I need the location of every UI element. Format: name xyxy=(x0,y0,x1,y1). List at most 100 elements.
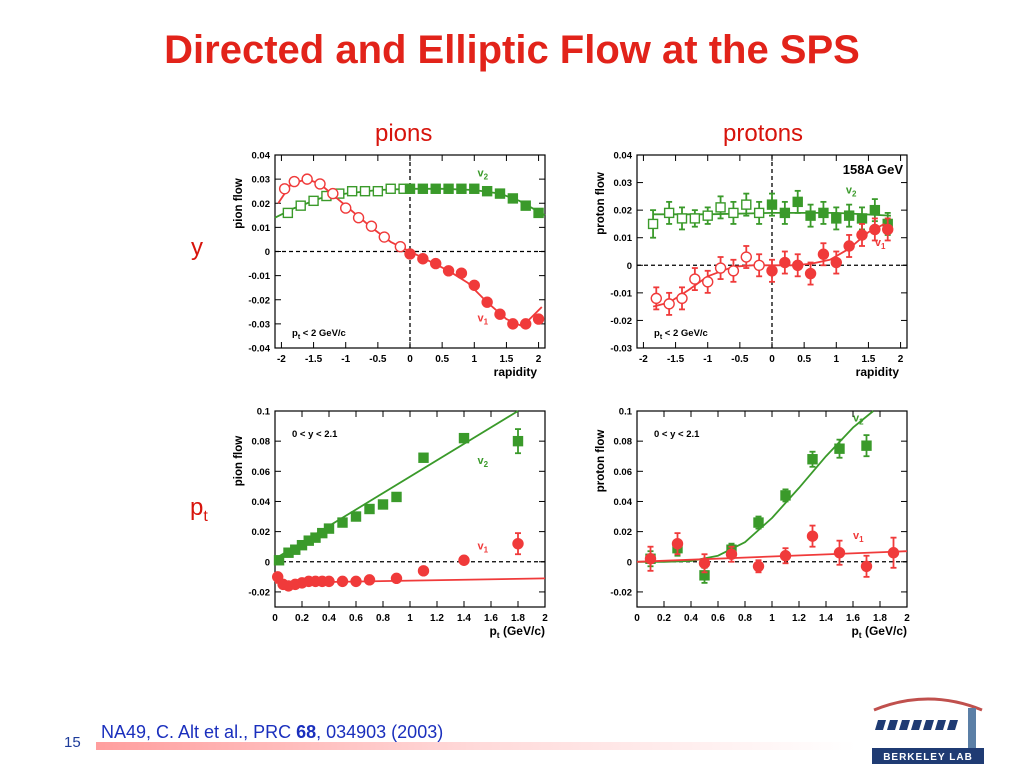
data-point-v1 xyxy=(323,575,335,588)
data-point-v2 xyxy=(843,210,855,221)
data-point-v1 xyxy=(766,265,778,277)
x-tick-label: 0.6 xyxy=(711,613,725,624)
x-tick-label: -2 xyxy=(277,354,286,365)
data-point-v1 xyxy=(390,572,403,585)
panel-pion-pt: 0 0.2 0.4 0.6 0.8 1 1.2 1.4 1.6 1.8 2 -0.02 0 0.02 0.0… xyxy=(233,407,548,641)
x-tick-label: 0 xyxy=(634,613,640,624)
annotation-main: p xyxy=(654,328,660,339)
data-point-v2 xyxy=(404,183,416,194)
x-tick-label: -1.5 xyxy=(667,354,685,365)
x-tick-label: 1.6 xyxy=(846,613,860,624)
y-tick-label: -0.03 xyxy=(248,319,270,330)
series-label-main: v xyxy=(853,413,860,425)
series-v1: v1 xyxy=(272,532,546,592)
x-tick-label: 0.6 xyxy=(349,613,363,624)
data-point-v2 xyxy=(377,499,389,510)
x-tick-label: 1.4 xyxy=(819,613,833,624)
data-point-v1 xyxy=(336,575,349,588)
data-point-v2 xyxy=(792,196,803,208)
x-tick-label: 0.8 xyxy=(376,613,390,624)
data-point-v1 xyxy=(830,256,842,269)
annotation-rest: < 2 GeV/c xyxy=(662,328,708,339)
x-tick-label: 0.5 xyxy=(797,354,811,365)
data-point-v1 xyxy=(727,265,740,277)
x-axis-label-rest: (GeV/c) xyxy=(862,624,907,638)
data-point-v1 xyxy=(843,240,855,252)
x-tick-label: 1.5 xyxy=(861,354,875,365)
series-label-v2: v2 xyxy=(853,413,864,427)
row-label-pt-main: p xyxy=(190,494,204,521)
data-point-v2 xyxy=(753,207,765,219)
series-label-sub: 2 xyxy=(484,460,489,469)
data-point-v1 xyxy=(869,223,881,236)
x-tick-label: 1 xyxy=(769,613,775,624)
y-tick-label: 0.02 xyxy=(614,206,633,217)
data-point-v1 xyxy=(327,187,339,200)
data-point-v2 xyxy=(715,202,726,213)
data-point-v1 xyxy=(817,248,830,260)
data-point-v2 xyxy=(359,185,371,197)
berkeley-lab-logo: BERKELEY LAB xyxy=(872,697,984,764)
data-point-v1 xyxy=(882,223,894,236)
logo-text: BERKELEY LAB xyxy=(883,752,973,763)
footer-rule xyxy=(96,742,856,750)
x-axis-label: pt (GeV/c) xyxy=(489,624,545,640)
series-v1: v1 xyxy=(277,173,545,330)
x-tick-label: 0 xyxy=(407,354,413,365)
citation: NA49, C. Alt et al., PRC 68, 034903 (200… xyxy=(101,722,443,743)
data-point-v2 xyxy=(780,490,791,501)
data-point-v1 xyxy=(507,318,519,330)
data-point-v1 xyxy=(378,231,390,243)
data-point-v1 xyxy=(404,248,416,260)
y-tick-label: 0.01 xyxy=(252,223,271,234)
y-tick-label: 0.02 xyxy=(252,199,271,210)
panel-annotation: 0 < y < 2.1 xyxy=(292,429,338,440)
y-tick-label: 0.04 xyxy=(614,151,633,162)
data-point-v2 xyxy=(337,517,348,528)
series-v1: v1 xyxy=(650,217,894,316)
y-tick-label: 0.04 xyxy=(252,497,271,508)
y-tick-label: 0 xyxy=(265,247,270,258)
data-point-v2 xyxy=(295,200,306,211)
data-point-v2 xyxy=(856,213,868,224)
row-label-pt-subscript: t xyxy=(203,507,208,525)
data-point-v2 xyxy=(456,183,467,194)
data-point-v1 xyxy=(753,259,765,271)
annotation-main: p xyxy=(292,328,298,339)
data-point-v1 xyxy=(468,279,480,291)
data-point-v2 xyxy=(779,207,791,219)
data-point-v1 xyxy=(689,273,701,285)
energy-label: 158A GeV xyxy=(843,162,904,177)
data-point-v2 xyxy=(308,195,319,207)
data-point-v1 xyxy=(365,220,378,232)
data-point-v1 xyxy=(702,276,714,288)
data-point-v1 xyxy=(442,265,455,277)
data-point-v1 xyxy=(779,550,792,562)
series-label-v2: v2 xyxy=(478,455,489,469)
x-tick-label: 0 xyxy=(272,613,278,624)
data-point-v1 xyxy=(887,547,900,559)
x-tick-label: 1.2 xyxy=(792,613,806,624)
citation-rest: , 034903 (2003) xyxy=(316,722,444,742)
data-point-v1 xyxy=(417,253,429,265)
y-tick-label: 0 xyxy=(265,557,270,568)
data-point-v2 xyxy=(494,188,506,199)
x-tick-label: 1.8 xyxy=(873,613,887,624)
data-point-v2 xyxy=(753,517,764,528)
data-point-v1 xyxy=(779,256,791,269)
y-axis-label: proton flow xyxy=(595,172,607,235)
series-label-v2: v2 xyxy=(478,168,489,182)
y-tick-label: 0.02 xyxy=(614,527,633,538)
x-axis-label: pt (GeV/c) xyxy=(851,624,907,640)
data-point-v1 xyxy=(714,262,727,274)
data-point-v1 xyxy=(532,313,545,325)
series-label-main: v xyxy=(478,168,485,180)
data-point-v2 xyxy=(805,210,816,221)
data-point-v2 xyxy=(443,183,454,194)
y-tick-label: 0.01 xyxy=(614,233,633,244)
series-label-sub: 1 xyxy=(859,535,864,544)
data-point-v2 xyxy=(520,200,531,211)
series-label-v2: v2 xyxy=(846,185,857,199)
data-point-v2 xyxy=(507,193,519,204)
